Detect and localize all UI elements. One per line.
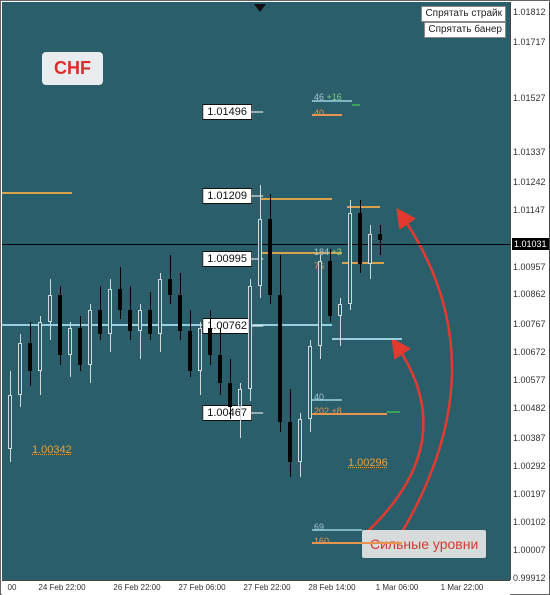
y-tick: 1.00672 (513, 347, 546, 357)
candle (308, 340, 312, 431)
candle (358, 200, 362, 273)
x-tick: 1 Mar 22:00 (441, 583, 484, 592)
candle (168, 255, 172, 304)
price-label: 1.01496 (202, 104, 252, 120)
y-tick: 1.00862 (513, 289, 546, 299)
hide-strike-button[interactable]: Спрятать страйк (421, 6, 506, 22)
candle (128, 286, 132, 341)
horizontal-level (2, 244, 510, 245)
candle (38, 316, 42, 395)
orange-price-label: 1.00296 (348, 457, 388, 469)
level-annotation: 69160 (314, 522, 329, 542)
candle (268, 194, 272, 304)
y-tick: 1.00197 (513, 489, 546, 499)
candle (248, 279, 252, 401)
candle (378, 225, 382, 255)
candle (278, 255, 282, 431)
level-segment (387, 411, 400, 413)
level-annotation: 46 +1640 (314, 92, 342, 112)
y-tick: 1.01527 (513, 93, 546, 103)
y-tick: 1.01717 (513, 37, 546, 47)
y-tick: 1.01147 (513, 205, 545, 215)
candle (18, 334, 22, 407)
y-tick: 1.00102 (513, 517, 546, 527)
candle (138, 304, 142, 359)
y-tick: 0.99912 (513, 573, 546, 583)
candle (238, 383, 242, 438)
chevron-down-icon[interactable] (254, 4, 266, 12)
strong-levels-callout: Сильные уровни (362, 530, 486, 558)
candle (298, 413, 302, 477)
x-tick: 27 Feb 22:00 (243, 583, 290, 592)
x-tick: 27 Feb 06:00 (178, 583, 225, 592)
candle (28, 322, 32, 386)
price-label: 1.00995 (202, 251, 252, 267)
arrows-overlay (2, 2, 510, 580)
candle (318, 255, 322, 358)
x-axis: 00 24 Feb 22:00 26 Feb 22:00 27 Feb 06:00 27… (2, 580, 510, 595)
candle (258, 185, 262, 297)
candle (98, 286, 102, 341)
candle (218, 328, 222, 395)
candle (348, 200, 352, 310)
candle (198, 322, 202, 395)
candle (228, 359, 232, 420)
candle (148, 292, 152, 341)
level-annotation: 40202 +8 (314, 392, 342, 412)
y-axis: 1.01812 1.01717 1.01527 1.01337 1.01242 1.011… (510, 2, 550, 580)
x-tick: 28 Feb 14:00 (308, 583, 355, 592)
candle (68, 322, 72, 377)
y-tick: 1.01242 (513, 177, 546, 187)
candle (8, 371, 12, 462)
candle (328, 249, 332, 322)
y-tick: 1.00007 (513, 545, 546, 555)
y-tick: 1.00292 (513, 461, 546, 471)
candle (118, 267, 122, 319)
candle (178, 273, 182, 340)
candle (108, 279, 112, 352)
plot-area[interactable]: Спрятать страйк Спрятать банер CHF Сильн… (2, 2, 510, 580)
price-label: 1.01209 (202, 188, 252, 204)
candle (288, 389, 292, 477)
x-tick: 1 Mar 06:00 (376, 583, 419, 592)
y-tick: 1.01337 (513, 147, 546, 157)
horizontal-level (332, 338, 402, 340)
orange-price-label: 1.00342 (32, 444, 72, 456)
candle (78, 316, 82, 371)
candle (158, 273, 162, 352)
x-tick: 00 (8, 583, 17, 592)
level-segment (352, 104, 360, 106)
candle (88, 304, 92, 383)
candle (368, 225, 372, 280)
y-tick: 1.00767 (513, 319, 546, 329)
y-tick: 1.00957 (513, 262, 546, 272)
hide-banner-button[interactable]: Спрятать банер (424, 22, 506, 38)
level-segment (2, 192, 72, 194)
y-tick: 1.00482 (513, 403, 546, 413)
current-price-badge: 1.01031 (512, 238, 549, 250)
y-tick: 1.00577 (513, 375, 546, 385)
x-tick: 24 Feb 22:00 (38, 583, 85, 592)
candle (208, 310, 212, 365)
y-tick: 1.01812 (513, 7, 546, 17)
candle (338, 298, 342, 347)
candle (188, 310, 192, 377)
candle (48, 279, 52, 340)
y-tick: 1.00387 (513, 433, 546, 443)
x-tick: 26 Feb 22:00 (113, 583, 160, 592)
candle (58, 286, 62, 365)
symbol-badge: CHF (42, 52, 103, 85)
